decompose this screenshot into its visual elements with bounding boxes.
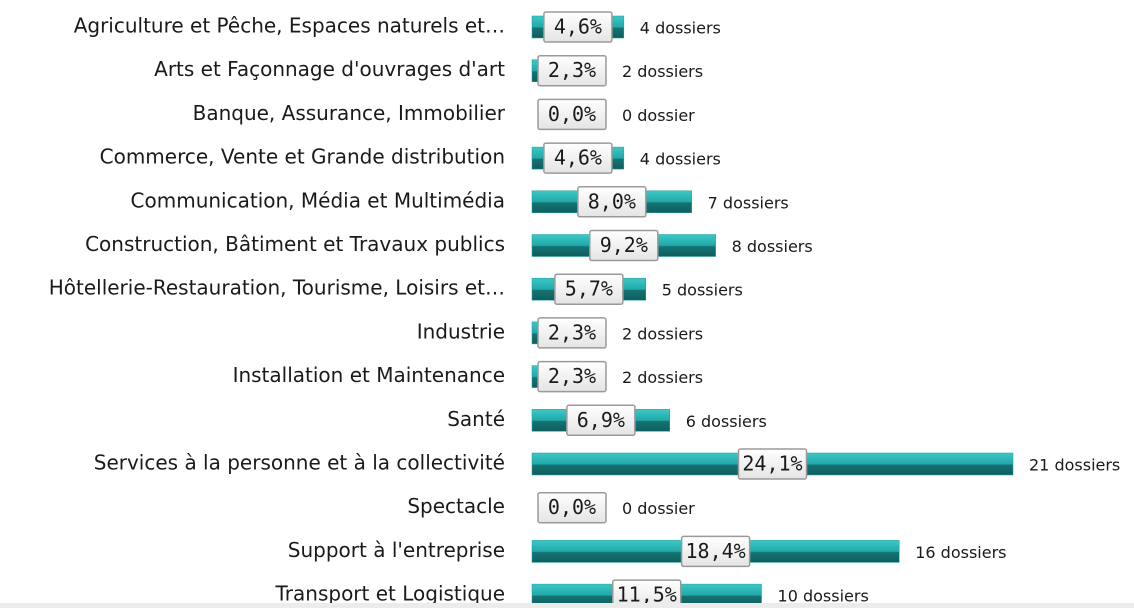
- value-label: 2,3%: [548, 58, 596, 82]
- value-label-box: [543, 142, 613, 174]
- category-label: Spectacle: [407, 494, 505, 518]
- category-label: Support à l'entreprise: [288, 538, 505, 562]
- value-label-box: [589, 229, 659, 262]
- category-label: Hôtellerie-Restauration, Tourisme, Loisi…: [49, 276, 505, 300]
- count-label: 4 dossiers: [640, 19, 721, 38]
- value-label: 4,6%: [554, 146, 602, 170]
- value-label: 4,6%: [554, 15, 602, 39]
- value-label-box: [554, 273, 624, 305]
- value-label-box: [537, 491, 607, 524]
- count-label: 4 dossiers: [640, 150, 721, 169]
- count-label: 21 dossiers: [1029, 456, 1120, 475]
- count-label: 5 dossiers: [662, 281, 743, 300]
- category-label: Transport et Logistique: [275, 582, 505, 606]
- category-label: Santé: [447, 407, 505, 431]
- category-label: Services à la personne et à la collectiv…: [94, 451, 505, 475]
- value-label: 8,0%: [588, 189, 636, 213]
- value-label-box: [737, 448, 808, 480]
- value-label-box: [612, 579, 682, 608]
- count-label: 7 dossiers: [708, 193, 789, 212]
- value-label: 9,2%: [600, 233, 648, 257]
- category-label: Installation et Maintenance: [233, 363, 505, 387]
- value-label-box: [566, 404, 636, 437]
- count-label: 0 dossier: [622, 499, 695, 518]
- count-label: 8 dossiers: [732, 237, 813, 256]
- category-label: Agriculture et Pêche, Espaces naturels e…: [74, 14, 505, 38]
- bottom-edge: [0, 603, 1134, 608]
- category-label: Industrie: [417, 319, 505, 343]
- value-label-box: [537, 54, 607, 87]
- value-label: 0,0%: [548, 495, 596, 519]
- value-label: 18,4%: [686, 539, 746, 563]
- value-label: 2,3%: [548, 364, 596, 388]
- category-label: Commerce, Vente et Grande distribution: [100, 145, 505, 169]
- value-label: 11,5%: [617, 583, 677, 607]
- category-label: Communication, Média et Multimédia: [131, 188, 505, 212]
- count-label: 6 dossiers: [686, 412, 767, 431]
- count-label: 2 dossiers: [622, 62, 703, 81]
- category-label: Banque, Assurance, Immobilier: [193, 101, 506, 125]
- count-label: 0 dossier: [622, 106, 695, 125]
- value-label-box: [543, 11, 613, 43]
- value-label: 0,0%: [548, 102, 596, 126]
- value-label: 6,9%: [577, 408, 625, 432]
- value-label: 5,7%: [565, 277, 613, 301]
- category-label: Construction, Bâtiment et Travaux public…: [85, 232, 505, 256]
- value-label-box: [537, 98, 607, 131]
- value-label: 24,1%: [742, 452, 802, 476]
- count-label: 2 dossiers: [622, 324, 703, 343]
- value-label-box: [537, 360, 607, 393]
- value-label-box: [537, 317, 607, 349]
- count-label: 2 dossiers: [622, 368, 703, 387]
- value-label-box: [680, 535, 751, 568]
- count-label: 10 dossiers: [778, 587, 869, 606]
- value-label-box: [577, 186, 647, 218]
- count-label: 16 dossiers: [915, 543, 1006, 562]
- category-label: Arts et Façonnage d'ouvrages d'art: [154, 57, 505, 81]
- value-label: 2,3%: [548, 320, 596, 344]
